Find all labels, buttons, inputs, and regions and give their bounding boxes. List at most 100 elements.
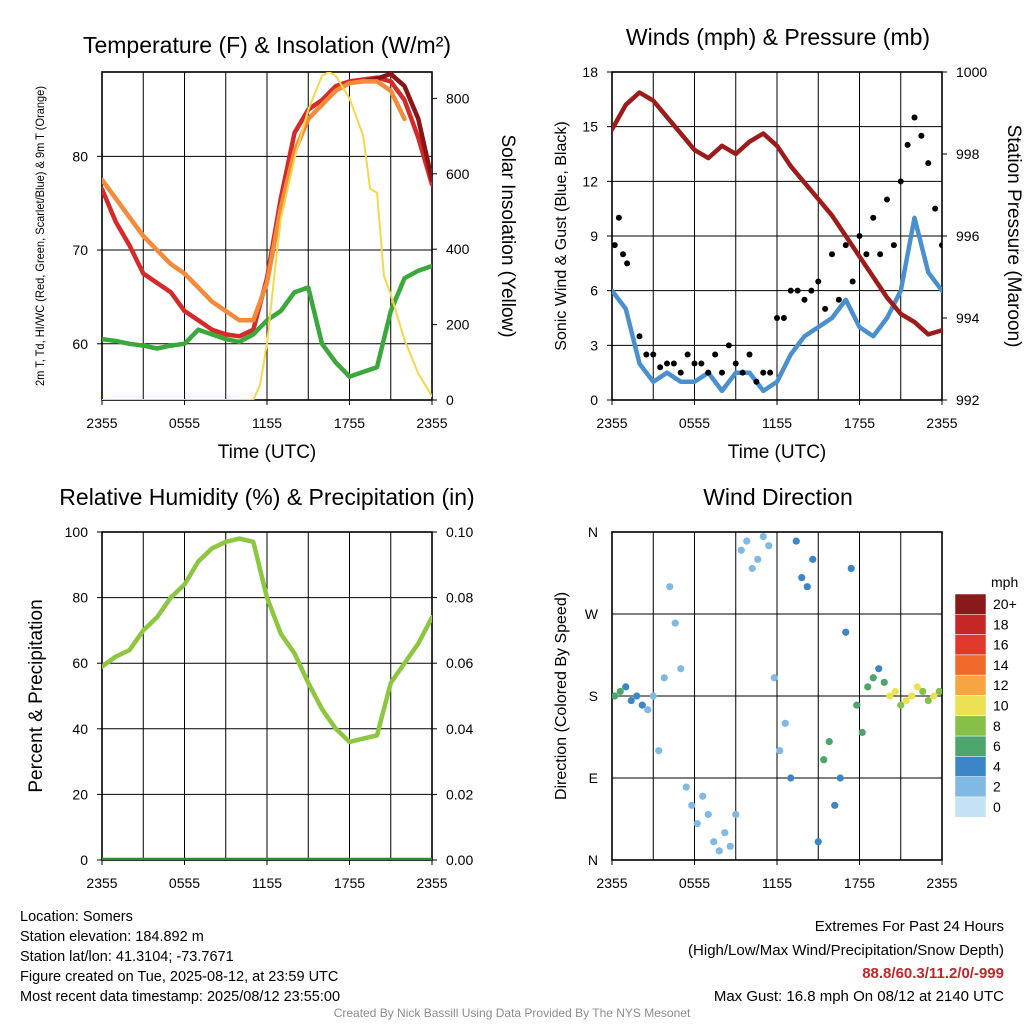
data-point	[820, 756, 828, 764]
y-tick-label: 6	[590, 283, 598, 299]
data-point	[869, 674, 877, 682]
x-tick-label: 1155	[762, 875, 792, 891]
data-point	[705, 369, 712, 376]
legend-label: 12	[993, 677, 1009, 693]
data-point	[770, 674, 778, 682]
y-tick-label: 9	[590, 228, 598, 244]
data-point	[847, 564, 855, 573]
y-tick-label: 60	[72, 655, 88, 671]
data-point	[715, 847, 723, 855]
x-tick-label: 0555	[169, 875, 200, 891]
data-point	[842, 628, 850, 636]
x-tick-label: 1755	[844, 875, 875, 891]
data-point	[712, 351, 719, 358]
data-point	[831, 801, 839, 809]
data-point	[939, 242, 942, 249]
footer-elevation: Station elevation: 184.892 m	[20, 929, 204, 945]
legend-swatch	[954, 715, 987, 737]
x-tick-label: 2355	[86, 875, 117, 891]
temperature-insolation-chart: Temperature (F) & Insolation (W/m²) 2355 0…	[33, 32, 518, 463]
data-point	[698, 360, 705, 367]
data-point	[815, 278, 822, 285]
data-point	[780, 315, 787, 321]
legend-swatch	[954, 634, 987, 656]
y-tick-label: 80	[72, 590, 88, 606]
data-point	[781, 719, 789, 727]
data-point	[864, 683, 872, 691]
y2-tick-label: 0	[446, 392, 454, 408]
data-point	[904, 141, 911, 148]
y-tick-label: 70	[72, 242, 88, 258]
legend-label: 2	[993, 779, 1001, 795]
y-axis-label: Percent & Precipitation	[26, 599, 47, 792]
x-tick-label: 2355	[416, 415, 447, 431]
data-point	[657, 364, 664, 371]
data-point	[620, 251, 626, 258]
data-point	[732, 360, 739, 367]
data-point	[875, 665, 883, 673]
x-tick-label: 2355	[596, 415, 627, 431]
y2-tick-label: 994	[956, 310, 980, 326]
data-point	[891, 687, 899, 696]
data-point	[638, 701, 646, 709]
legend-swatch	[954, 796, 987, 818]
y-tick-label: S	[589, 688, 598, 704]
data-point	[726, 842, 734, 850]
y-tick-label: 80	[72, 148, 88, 164]
y2-tick-label: 600	[446, 166, 470, 182]
data-point	[636, 333, 643, 340]
footer-recent-timestamp: Most recent data timestamp: 2025/08/12 2…	[20, 989, 341, 1005]
data-point	[677, 369, 684, 376]
y2-tick-label: 200	[446, 317, 470, 333]
legend-label: 16	[993, 637, 1009, 653]
y-tick-label: 15	[582, 119, 598, 135]
data-point	[787, 774, 795, 782]
data-point	[710, 838, 718, 846]
y2-tick-label: 0.08	[446, 590, 473, 606]
plot-area	[102, 72, 432, 400]
data-point	[877, 251, 884, 258]
data-point	[853, 701, 861, 709]
data-point	[644, 706, 652, 714]
x-axis-label: Time (UTC)	[218, 442, 317, 463]
y-tick-label: 100	[65, 524, 89, 540]
y-tick-label: 60	[72, 336, 88, 352]
y-axis-label: 2m T, Td, HI/WC (Red, Green, Scarlet/Blu…	[33, 86, 47, 386]
data-point	[809, 555, 817, 563]
data-point	[615, 214, 622, 221]
data-point	[666, 583, 674, 591]
legend-swatch	[954, 735, 987, 757]
data-point	[739, 369, 746, 376]
data-point	[721, 829, 729, 837]
data-point	[737, 546, 745, 554]
data-point	[664, 360, 670, 367]
data-point	[908, 692, 916, 700]
data-point	[787, 287, 794, 294]
plot-area	[612, 532, 942, 855]
credit-line: Created By Nick Bassill Using Data Provi…	[333, 1006, 691, 1020]
legend-swatch	[954, 614, 987, 635]
extremes-values: 88.8/60.3/11.2/0/-999	[862, 965, 1004, 982]
legend-title: mph	[991, 574, 1018, 590]
series-line	[102, 263, 432, 379]
data-point	[858, 728, 866, 737]
x-tick-label: 1755	[334, 415, 365, 431]
winds-pressure-chart: Winds (mph) & Pressure (mb) 2355 0555 1155 1…	[553, 24, 1024, 463]
legend-label: 8	[993, 718, 1001, 734]
data-point	[725, 342, 732, 349]
plot-area	[612, 90, 942, 394]
data-point	[748, 564, 756, 573]
legend-label: 6	[993, 738, 1001, 754]
data-point	[801, 296, 808, 303]
wind-direction-chart: Wind Direction 2355 0555 1155 1755 2355 N E S W N D…	[553, 484, 958, 891]
y2-tick-label: 992	[956, 392, 980, 408]
data-point	[822, 305, 829, 312]
chart-title: Wind Direction	[703, 484, 853, 510]
data-point	[776, 747, 784, 755]
data-point	[767, 369, 774, 376]
data-point	[691, 360, 698, 367]
data-point	[719, 369, 725, 376]
y2-tick-label: 996	[956, 228, 980, 244]
data-point	[765, 542, 773, 550]
y2-tick-label: 0.10	[446, 524, 473, 540]
